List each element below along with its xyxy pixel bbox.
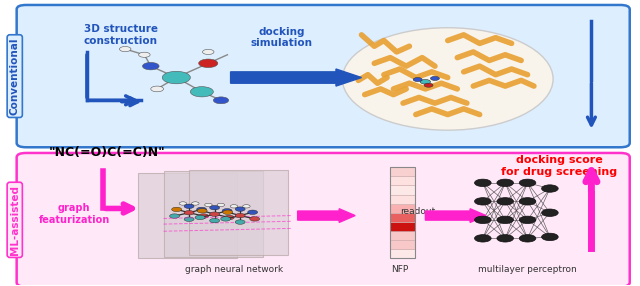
FancyArrow shape bbox=[230, 69, 362, 86]
FancyBboxPatch shape bbox=[189, 170, 288, 255]
Bar bbox=[390, 204, 415, 213]
Bar bbox=[390, 194, 415, 204]
Circle shape bbox=[235, 207, 245, 211]
Circle shape bbox=[221, 217, 230, 221]
Circle shape bbox=[184, 210, 194, 215]
Circle shape bbox=[519, 216, 536, 224]
Circle shape bbox=[202, 49, 214, 55]
Circle shape bbox=[235, 220, 245, 224]
FancyBboxPatch shape bbox=[17, 5, 630, 147]
Circle shape bbox=[205, 203, 212, 206]
Circle shape bbox=[184, 204, 194, 208]
Bar bbox=[390, 222, 415, 231]
Circle shape bbox=[163, 71, 190, 84]
Circle shape bbox=[474, 235, 491, 242]
Circle shape bbox=[474, 216, 491, 224]
Circle shape bbox=[230, 205, 237, 208]
Circle shape bbox=[519, 179, 536, 186]
Circle shape bbox=[210, 205, 220, 210]
Text: NFP: NFP bbox=[391, 265, 408, 274]
Circle shape bbox=[139, 52, 150, 57]
Circle shape bbox=[198, 59, 218, 67]
Text: 3D structure
construction: 3D structure construction bbox=[84, 24, 157, 46]
Circle shape bbox=[541, 209, 558, 217]
Circle shape bbox=[217, 203, 225, 206]
Circle shape bbox=[197, 208, 207, 213]
Circle shape bbox=[172, 207, 182, 212]
Circle shape bbox=[213, 97, 228, 104]
Circle shape bbox=[250, 217, 260, 221]
Circle shape bbox=[424, 83, 433, 87]
Circle shape bbox=[519, 198, 536, 205]
Circle shape bbox=[179, 202, 187, 205]
Circle shape bbox=[195, 215, 205, 220]
Circle shape bbox=[196, 207, 207, 212]
Text: Conventional: Conventional bbox=[10, 37, 20, 115]
Circle shape bbox=[497, 179, 513, 186]
Circle shape bbox=[248, 210, 258, 214]
Circle shape bbox=[143, 62, 159, 70]
Bar bbox=[390, 231, 415, 240]
Circle shape bbox=[224, 215, 234, 220]
Circle shape bbox=[413, 78, 422, 82]
Bar bbox=[390, 167, 415, 258]
Circle shape bbox=[474, 179, 491, 186]
Text: docking
simulation: docking simulation bbox=[251, 27, 313, 49]
Circle shape bbox=[223, 210, 233, 214]
Circle shape bbox=[431, 76, 440, 80]
Circle shape bbox=[170, 214, 180, 218]
Circle shape bbox=[541, 185, 558, 192]
Bar bbox=[390, 249, 415, 258]
Circle shape bbox=[243, 205, 250, 208]
FancyBboxPatch shape bbox=[138, 173, 237, 258]
Bar bbox=[390, 213, 415, 222]
Circle shape bbox=[222, 208, 232, 213]
FancyBboxPatch shape bbox=[17, 153, 630, 286]
Text: ML-assisted: ML-assisted bbox=[10, 185, 20, 255]
Text: multilayer perceptron: multilayer perceptron bbox=[478, 265, 577, 274]
Text: graph neural network: graph neural network bbox=[185, 265, 283, 274]
Text: readout: readout bbox=[400, 207, 435, 216]
FancyArrow shape bbox=[426, 209, 486, 223]
Circle shape bbox=[191, 202, 199, 205]
Circle shape bbox=[235, 213, 245, 218]
Bar bbox=[390, 167, 415, 176]
Ellipse shape bbox=[342, 28, 553, 130]
Circle shape bbox=[120, 47, 131, 52]
Circle shape bbox=[420, 80, 431, 84]
Circle shape bbox=[497, 198, 513, 205]
FancyArrow shape bbox=[298, 209, 355, 223]
Circle shape bbox=[497, 216, 513, 224]
Bar bbox=[390, 176, 415, 185]
Circle shape bbox=[519, 235, 536, 242]
Bar bbox=[390, 240, 415, 249]
Circle shape bbox=[497, 235, 513, 242]
Text: docking score
for drug screening: docking score for drug screening bbox=[501, 155, 618, 176]
Circle shape bbox=[541, 233, 558, 241]
Circle shape bbox=[198, 214, 209, 218]
Circle shape bbox=[210, 212, 220, 217]
Circle shape bbox=[190, 87, 213, 97]
Text: graph
featurization: graph featurization bbox=[38, 203, 109, 225]
Circle shape bbox=[151, 86, 164, 92]
Circle shape bbox=[210, 219, 220, 223]
Bar bbox=[390, 185, 415, 194]
Circle shape bbox=[184, 217, 194, 221]
Text: "NC(=O)C(=C)N": "NC(=O)C(=C)N" bbox=[49, 146, 165, 160]
Circle shape bbox=[474, 198, 491, 205]
FancyBboxPatch shape bbox=[164, 172, 262, 257]
